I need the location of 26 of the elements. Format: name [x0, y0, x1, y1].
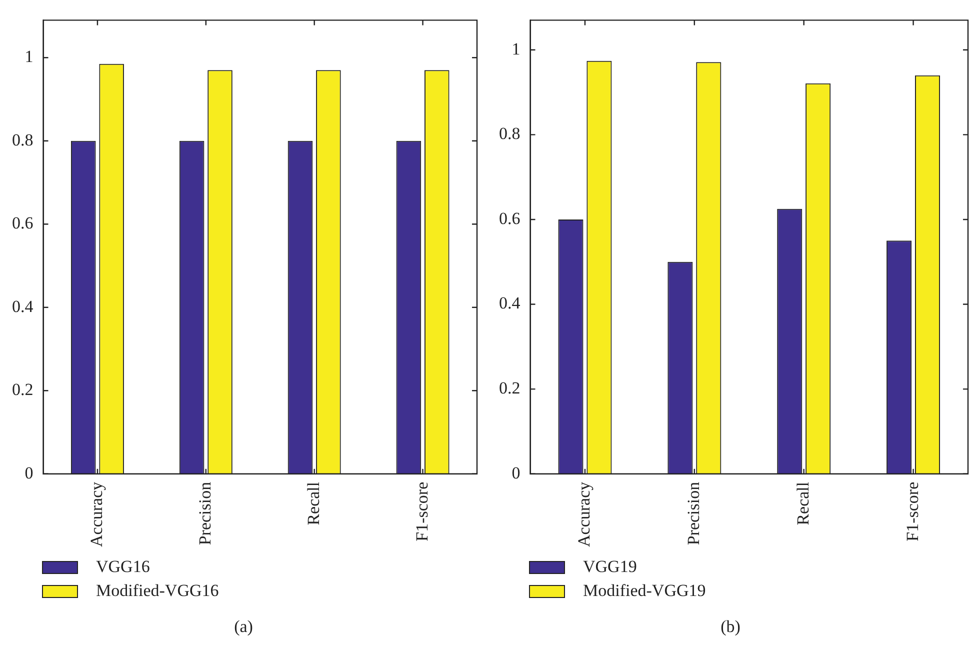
y-tick-label: 1	[24, 47, 34, 66]
y-tick-label: 0	[512, 463, 520, 482]
x-tick-label: Precision	[684, 481, 703, 546]
y-tick-label: 0.6	[499, 208, 520, 228]
y-tick-label: 0.2	[12, 380, 34, 400]
y-tick-label: 0.6	[12, 214, 34, 233]
y-tick-label: 1	[512, 39, 520, 58]
x-tick-label: Recall	[793, 482, 812, 526]
y-tick-label: 0.8	[12, 130, 34, 150]
x-tick-label: Accuracy	[86, 481, 106, 548]
y-tick-label: 0.8	[499, 124, 520, 144]
y-tick-label: 0.4	[12, 296, 34, 316]
y-tick-label: 0.2	[499, 378, 520, 398]
legend-label: Modified-VGG16	[96, 581, 219, 601]
y-tick-label: 0.4	[499, 294, 521, 313]
text: (b)	[720, 617, 742, 637]
legend-label: Modified-VGG19	[583, 581, 706, 601]
y-tick-label: 0	[24, 463, 34, 482]
legend-label: VGG16	[96, 557, 150, 577]
legend-label: VGG19	[583, 557, 637, 577]
text: (a)	[233, 617, 254, 637]
x-tick-label: F1-score	[412, 482, 432, 542]
x-tick-label: Precision	[195, 481, 214, 546]
x-tick-label: Accuracy	[574, 481, 594, 548]
x-tick-label: F1-score	[902, 482, 922, 542]
x-tick-label: Recall	[304, 482, 323, 526]
